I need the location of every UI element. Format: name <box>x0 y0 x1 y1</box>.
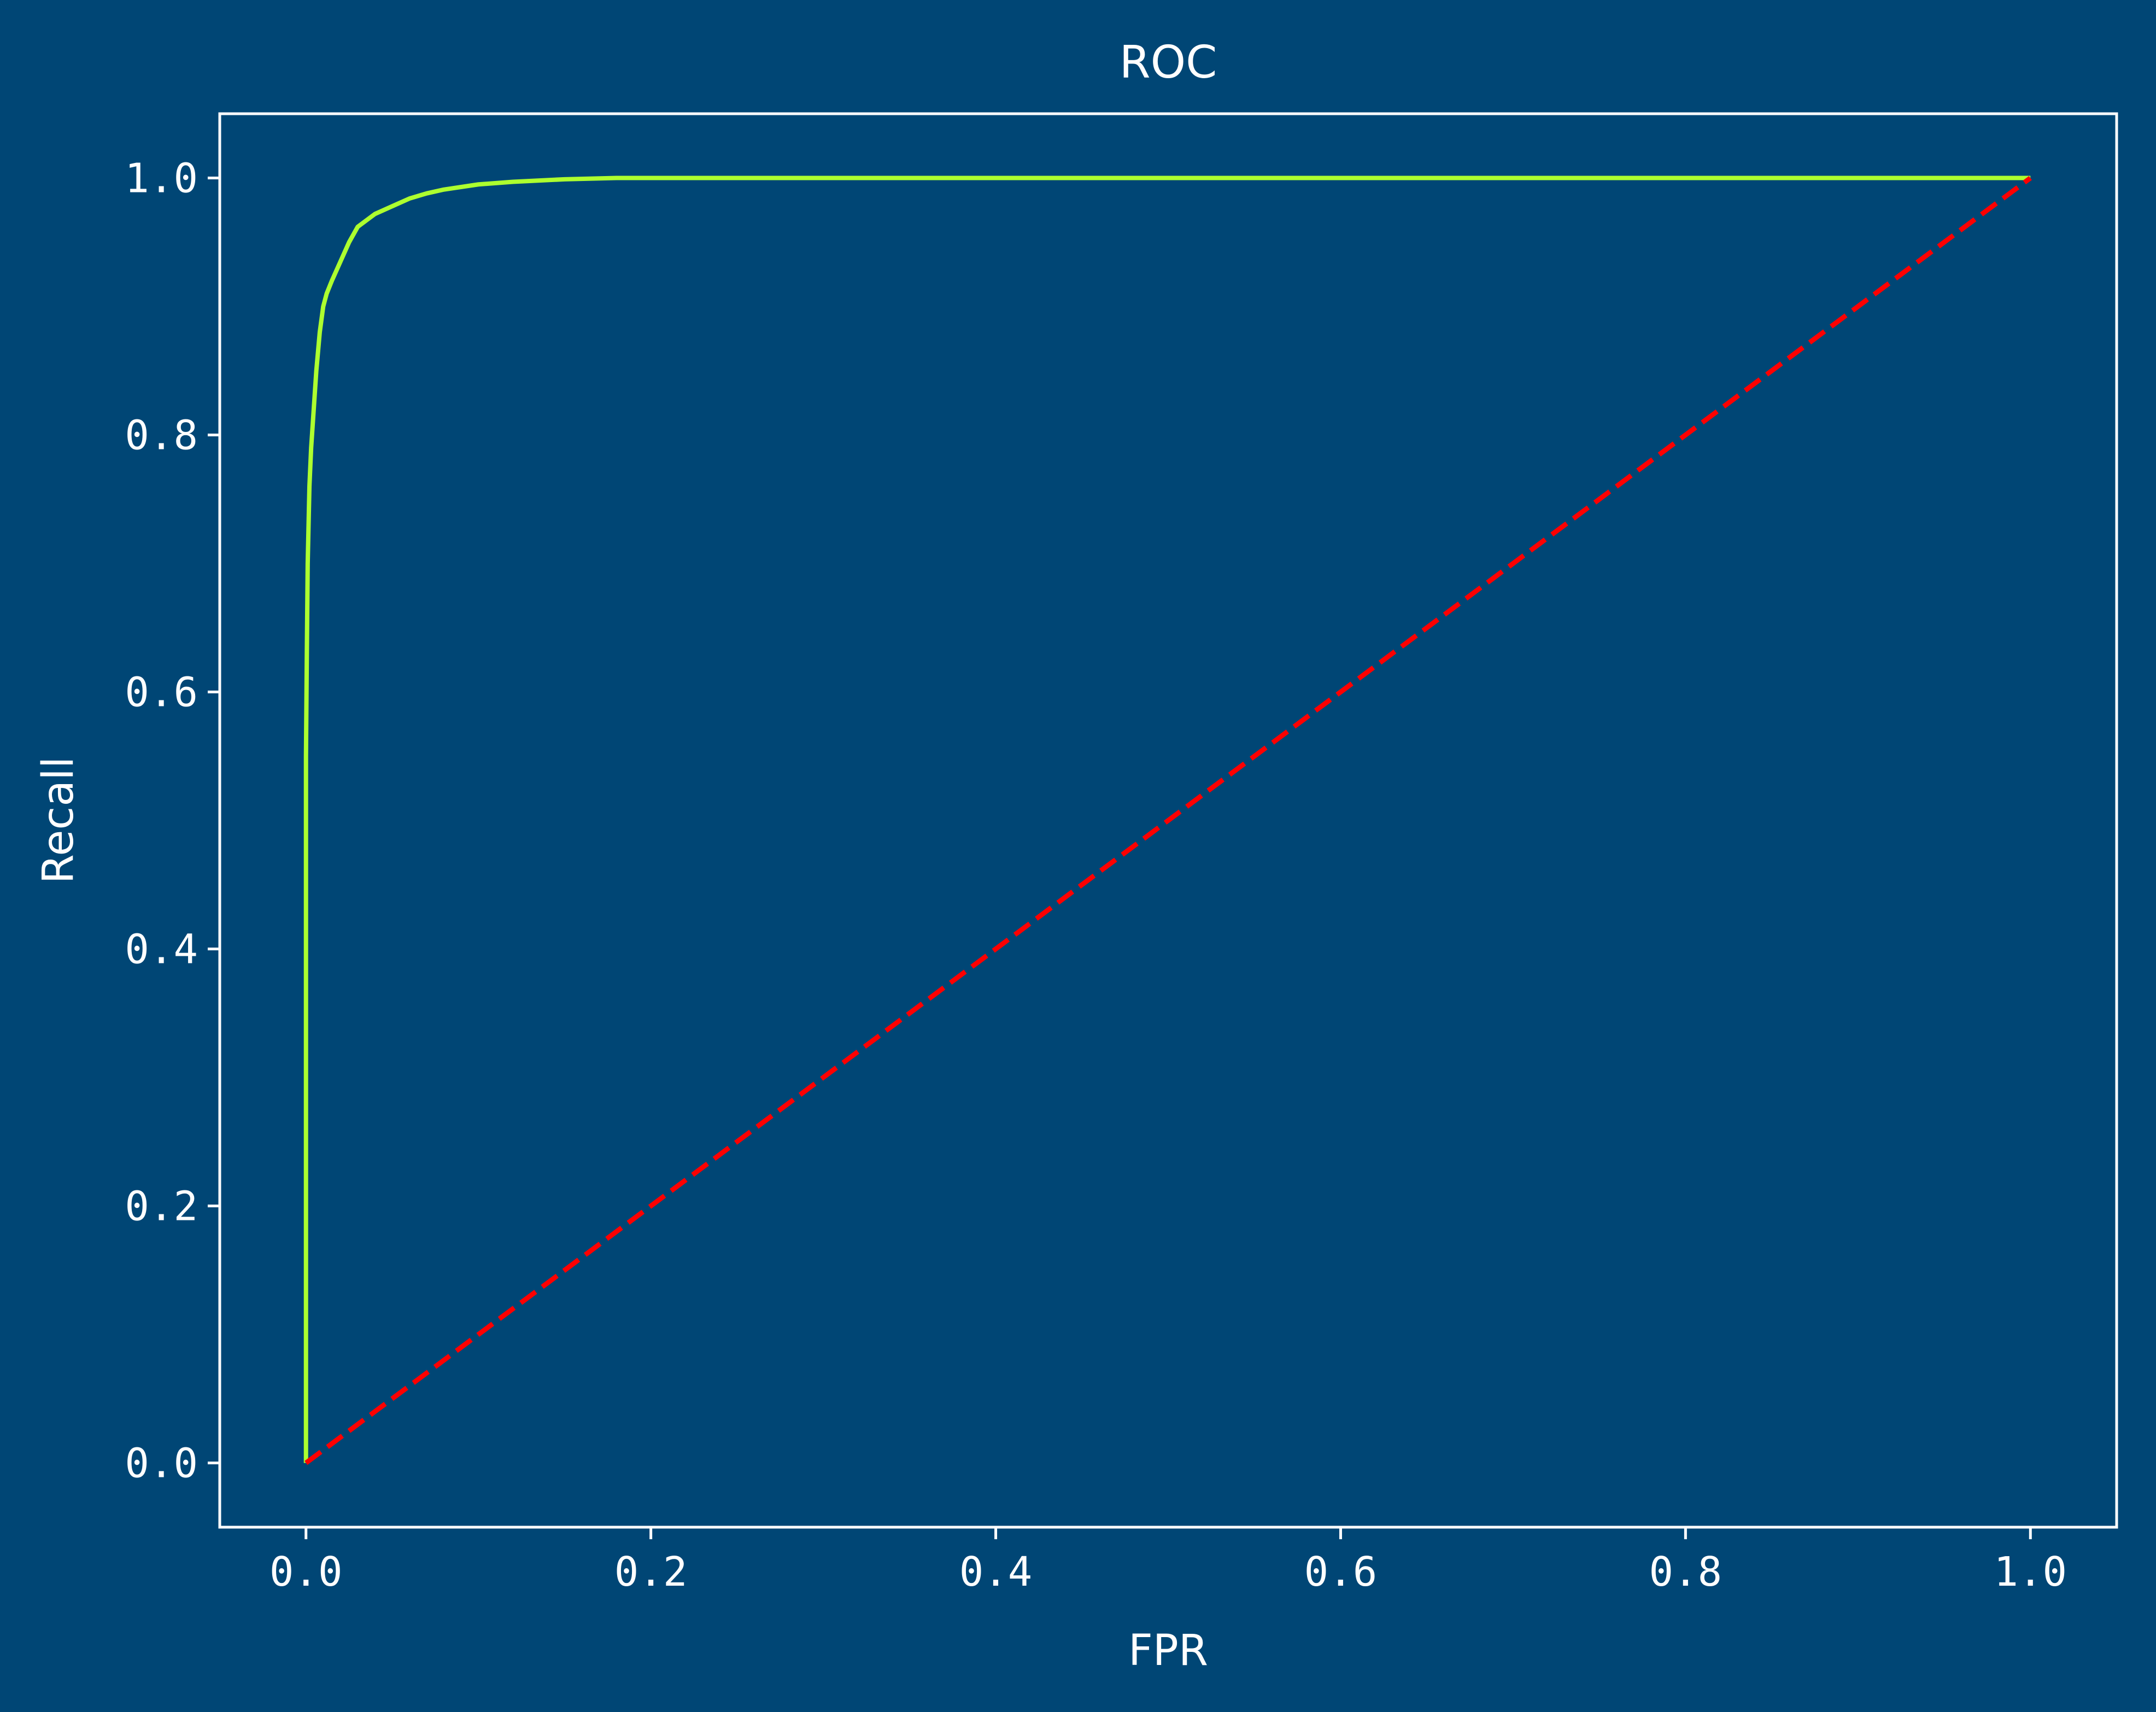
x-tick-label: 0.8 <box>1649 1549 1723 1596</box>
y-tick-label: 0.4 <box>125 926 198 973</box>
chart-title: ROC <box>1120 37 1217 89</box>
x-ticks: 0.0 0.2 0.4 0.6 0.8 1.0 <box>270 1527 2067 1596</box>
y-tick-label: 0.2 <box>125 1183 198 1230</box>
plot-frame <box>218 112 2118 1529</box>
y-tick-label: 0.8 <box>125 412 198 459</box>
x-tick-label: 0.6 <box>1304 1549 1378 1596</box>
series-layer <box>303 176 2032 1465</box>
x-tick-label: 1.0 <box>1994 1549 2067 1596</box>
y-tick-label: 0.0 <box>125 1440 198 1487</box>
roc-curve-line <box>303 176 2031 1463</box>
x-tick-label: 0.2 <box>614 1549 688 1596</box>
y-tick-label: 0.6 <box>125 669 198 716</box>
x-axis-label: FPR <box>1128 1626 1208 1675</box>
y-axis-label: Recall <box>34 757 83 884</box>
random-baseline-line <box>304 176 2032 1465</box>
y-tick-label: 1.0 <box>125 155 198 202</box>
x-tick-label: 0.0 <box>270 1549 343 1596</box>
y-ticks: 0.0 0.2 0.4 0.6 0.8 1.0 <box>125 155 220 1487</box>
x-tick-label: 0.4 <box>959 1549 1033 1596</box>
